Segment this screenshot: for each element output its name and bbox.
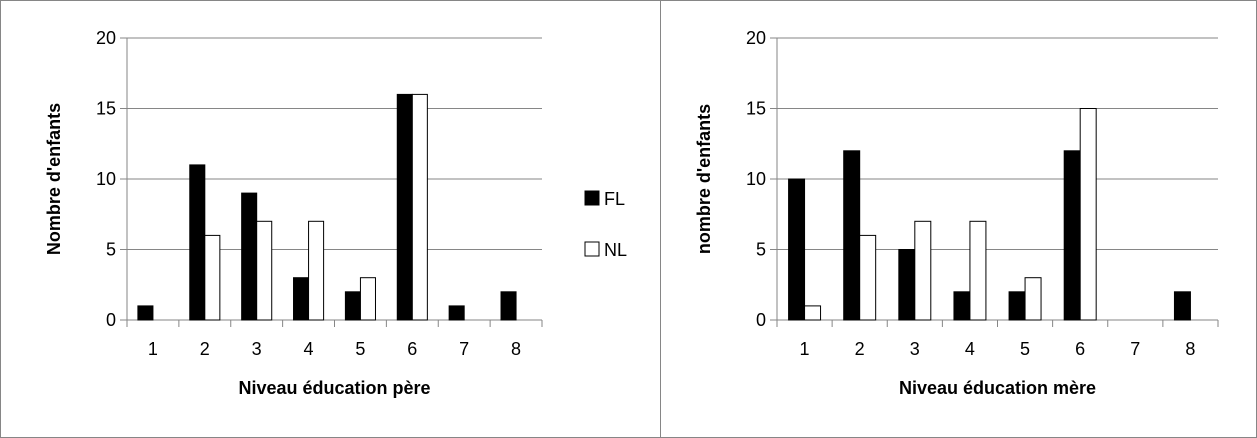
bar-fl-6 bbox=[396, 93, 413, 321]
bar-nl-5 bbox=[359, 277, 376, 321]
bar-nl-4 bbox=[969, 220, 987, 321]
x-tick-label: 7 bbox=[1130, 339, 1140, 359]
x-tick-label: 3 bbox=[910, 339, 920, 359]
x-tick-label: 4 bbox=[304, 339, 314, 359]
legend-label-fl: FL bbox=[604, 189, 625, 209]
y-axis-title: nombre d'enfants bbox=[694, 104, 714, 254]
y-tick-label: 5 bbox=[756, 240, 766, 260]
bar-fl-1 bbox=[788, 178, 806, 321]
bar-nl-3 bbox=[914, 220, 932, 321]
bar-nl-1 bbox=[804, 305, 822, 321]
chart-mother-education: 0 5 10 15 20 1 2 3 4 5 6 7 8 Niveau éducation mère nom… bbox=[694, 28, 1219, 398]
x-tick-label: 3 bbox=[252, 339, 262, 359]
y-tick-label: 0 bbox=[756, 310, 766, 330]
x-tick-label: 5 bbox=[1020, 339, 1030, 359]
chart-panel-left-border bbox=[0, 0, 661, 438]
bar-nl-6 bbox=[1079, 108, 1097, 321]
y-tick-label: 15 bbox=[96, 99, 116, 119]
x-tick-label: 8 bbox=[511, 339, 521, 359]
chart-father-education: 0 5 10 15 20 1 2 3 4 5 6 7 8 Niveau éducation père Nom… bbox=[44, 28, 627, 398]
bar-nl-3 bbox=[256, 220, 273, 321]
x-tick-label: 2 bbox=[855, 339, 865, 359]
x-tick-label: 6 bbox=[407, 339, 417, 359]
x-tick-label: 1 bbox=[800, 339, 810, 359]
y-tick-label: 15 bbox=[746, 99, 766, 119]
bar-fl-7 bbox=[448, 305, 465, 321]
bar-fl-4 bbox=[953, 291, 971, 321]
bar-fl-5 bbox=[344, 291, 361, 321]
legend-swatch-nl bbox=[584, 241, 600, 257]
bar-fl-5 bbox=[1008, 291, 1026, 321]
x-tick-label: 6 bbox=[1075, 339, 1085, 359]
bar-fl-6 bbox=[1063, 150, 1081, 321]
y-tick-label: 10 bbox=[746, 169, 766, 189]
bar-fl-2 bbox=[843, 150, 861, 321]
y-axis-title: Nombre d'enfants bbox=[44, 103, 64, 255]
bar-fl-8 bbox=[500, 291, 517, 321]
x-tick-label: 1 bbox=[148, 339, 158, 359]
x-axis-title: Niveau éducation mère bbox=[899, 378, 1096, 398]
bar-fl-4 bbox=[293, 277, 310, 321]
legend-swatch-fl bbox=[584, 190, 600, 206]
y-tick-label: 20 bbox=[96, 28, 116, 48]
bar-fl-8 bbox=[1173, 291, 1191, 321]
x-tick-label: 8 bbox=[1185, 339, 1195, 359]
y-tick-label: 0 bbox=[106, 310, 116, 330]
bar-nl-5 bbox=[1024, 277, 1042, 321]
bar-fl-3 bbox=[241, 192, 258, 321]
chart-panel-right-border bbox=[660, 0, 1257, 438]
legend-label-nl: NL bbox=[604, 240, 627, 260]
bar-fl-2 bbox=[189, 164, 206, 321]
bar-nl-2 bbox=[204, 234, 221, 321]
y-tick-label: 20 bbox=[746, 28, 766, 48]
bar-nl-2 bbox=[859, 234, 877, 321]
x-tick-label: 2 bbox=[200, 339, 210, 359]
bar-fl-1 bbox=[137, 305, 154, 321]
x-tick-label: 7 bbox=[459, 339, 469, 359]
y-tick-label: 5 bbox=[106, 240, 116, 260]
bar-fl-3 bbox=[898, 249, 916, 321]
y-tick-label: 10 bbox=[96, 169, 116, 189]
x-tick-label: 4 bbox=[965, 339, 975, 359]
bar-nl-6 bbox=[411, 93, 428, 321]
bar-nl-4 bbox=[308, 220, 325, 321]
x-tick-label: 5 bbox=[355, 339, 365, 359]
x-axis-title: Niveau éducation père bbox=[238, 378, 430, 398]
